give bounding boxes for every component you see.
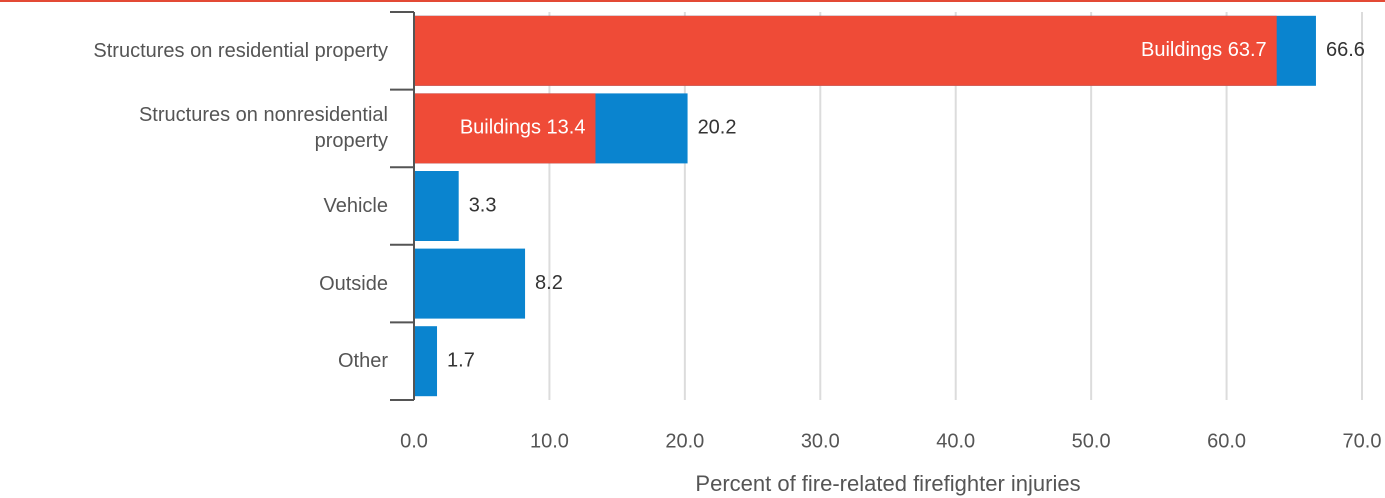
category-label-box: Other xyxy=(337,350,388,373)
category-label-box: Vehicle xyxy=(323,194,389,217)
data-label: Buildings 63.7 xyxy=(1141,39,1267,61)
y-tick-label: Other xyxy=(337,350,388,373)
top-rule xyxy=(0,0,1385,2)
x-tick-label: 0.0 xyxy=(400,430,428,452)
bar xyxy=(414,15,1277,86)
bar xyxy=(414,326,438,397)
data-label: 66.6 xyxy=(1326,39,1365,61)
bar xyxy=(414,171,459,241)
x-tick-label: 50.0 xyxy=(1072,430,1111,452)
bar xyxy=(414,93,596,164)
x-tick-label: 10.0 xyxy=(530,430,569,452)
data-label: 8.2 xyxy=(535,272,563,294)
y-tick-label: Outside xyxy=(319,272,388,295)
x-tick-label: 30.0 xyxy=(801,430,840,452)
y-tick-label: Vehicle xyxy=(323,194,389,217)
y-tick-label: Structures on nonresidential property xyxy=(138,104,388,153)
data-label: Buildings 13.4 xyxy=(460,117,586,139)
bar xyxy=(414,248,526,319)
data-label: 20.2 xyxy=(698,117,737,139)
x-axis-title: Percent of fire-related firefighter inju… xyxy=(695,471,1080,496)
x-tick-label: 40.0 xyxy=(936,430,975,452)
x-tick-label: 60.0 xyxy=(1207,430,1246,452)
category-label-box: Structures on residential property xyxy=(93,39,388,62)
x-tick-label: 70.0 xyxy=(1343,430,1382,452)
category-label-box: Outside xyxy=(319,272,388,295)
data-label: 1.7 xyxy=(447,349,475,371)
category-label-box: Structures on nonresidential property xyxy=(138,104,388,153)
y-tick-label: Structures on residential property xyxy=(93,39,388,62)
x-tick-label: 20.0 xyxy=(665,430,704,452)
data-label: 3.3 xyxy=(469,194,497,216)
